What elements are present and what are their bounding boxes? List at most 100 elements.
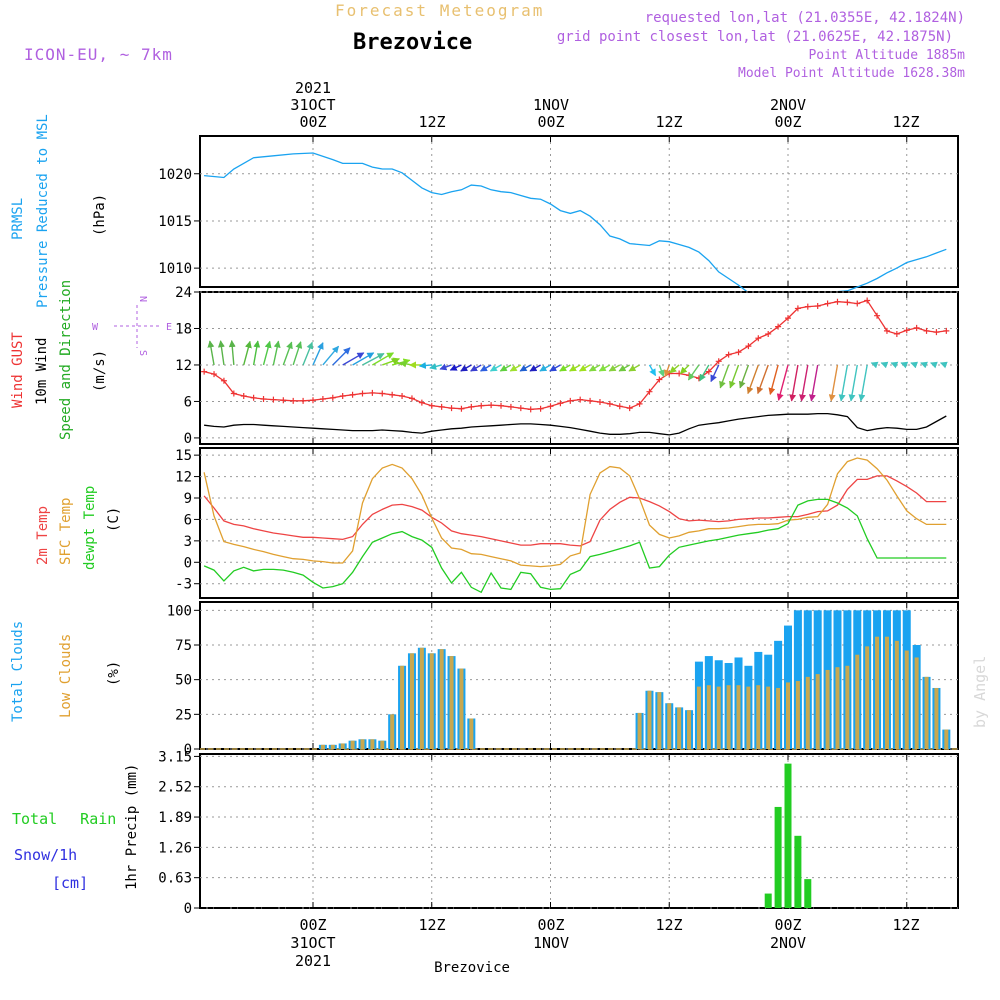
compass-icon: N S W E	[92, 296, 172, 356]
wind-arrow	[618, 364, 631, 372]
wind-arrow	[312, 342, 324, 366]
gust-marker	[230, 390, 237, 397]
top-hour-4: 00Z	[774, 113, 801, 131]
panel1-labels: PRMSL Pressure Reduced to MSL (hPa)	[10, 114, 108, 308]
wind-arrow	[499, 364, 512, 372]
panel-3: -3 0 3 6 9 12 15	[175, 447, 959, 599]
gust-marker	[220, 377, 227, 384]
low-cloud-bar	[756, 685, 761, 749]
wind-arrow	[608, 364, 621, 372]
dewpt-label: dewpt Temp	[82, 486, 98, 570]
pct-unit: (%)	[106, 661, 122, 686]
gust-marker	[488, 402, 495, 409]
wind-arrow	[322, 345, 340, 366]
pressure-label: Pressure Reduced to MSL	[35, 114, 51, 308]
low-cloud-bar	[449, 656, 454, 749]
wind-arrow	[789, 364, 799, 402]
panel-5: 0 0.63 1.26 1.89 2.52 3.15	[158, 749, 959, 917]
gust-marker	[369, 389, 376, 396]
gust-marker	[854, 300, 861, 307]
gust-marker	[379, 390, 386, 397]
gust-label: Wind GUST	[10, 332, 26, 408]
gust-marker	[359, 390, 366, 397]
wind-arrow	[930, 361, 938, 369]
gust-marker	[785, 315, 791, 322]
y-tick-label: 12	[175, 358, 192, 374]
low-cloud-bar	[637, 712, 642, 749]
y-tick-label: 24	[175, 285, 192, 301]
gust-marker	[250, 394, 257, 401]
total-cloud-bar	[793, 610, 802, 749]
low-cloud-bar	[736, 685, 741, 749]
wind-arrow	[243, 340, 252, 366]
gust-marker	[903, 327, 910, 334]
wind-arrow	[262, 340, 272, 366]
low-cloud-bar	[360, 739, 365, 749]
wind-arrow	[729, 364, 740, 389]
low-cloud-bar	[380, 740, 385, 749]
y-tick-label: 1015	[158, 214, 192, 230]
low-clouds-label: Low Clouds	[58, 634, 74, 718]
low-cloud-bar	[726, 685, 731, 749]
wind-arrow	[228, 340, 236, 366]
wind-arrow	[658, 364, 665, 378]
bottom-hour-5: 12Z	[892, 916, 919, 934]
panel3-labels: 2m Temp SFC Temp dewpt Temp (C)	[35, 486, 122, 570]
wind-arrow	[880, 361, 889, 369]
wind-arrow	[648, 364, 657, 377]
y-tick-label: 1.89	[158, 810, 192, 826]
cm-label: [cm]	[52, 874, 88, 892]
y-tick-label: 25	[175, 707, 192, 723]
panel2-labels: Wind GUST 10m Wind Speed and Direction (…	[10, 280, 172, 440]
gust-marker	[339, 392, 346, 399]
wind-arrow	[699, 364, 710, 382]
wind-arrow	[710, 364, 720, 383]
y-tick-label: 2.52	[158, 780, 192, 796]
wind-arrow	[578, 364, 591, 372]
low-cloud-bar	[320, 744, 325, 749]
gust-marker	[478, 402, 485, 409]
panel4-labels: Total Clouds Low Clouds (%)	[10, 621, 122, 722]
low-cloud-bar	[696, 686, 701, 749]
gust-marker	[557, 400, 564, 407]
temp2m-label: 2m Temp	[35, 506, 51, 565]
gust-marker	[923, 327, 930, 334]
y-tick-label: 0	[184, 901, 192, 917]
low-cloud-bar	[805, 676, 810, 749]
panel-2: 0 6 12 18 24	[175, 285, 959, 447]
series-line-3	[203, 498, 947, 594]
gust-marker	[616, 403, 623, 410]
series-line-1	[203, 299, 947, 410]
precip-unit: 1hr Precip (mm)	[124, 764, 140, 890]
low-cloud-bar	[370, 739, 375, 749]
wind-arrow	[479, 364, 492, 372]
product-title: Forecast Meteogram	[335, 1, 544, 20]
low-cloud-bar	[914, 657, 919, 749]
gust-marker	[310, 397, 316, 404]
top-year: 2021	[295, 79, 331, 97]
precip-bar	[804, 879, 812, 908]
y-tick-label: 1010	[158, 261, 192, 277]
y-tick-label: 15	[175, 448, 192, 464]
wind-label: 10m Wind	[34, 338, 50, 405]
sfc-label: SFC Temp	[58, 498, 74, 565]
low-cloud-bar	[746, 686, 751, 749]
low-cloud-bar	[855, 654, 860, 749]
low-cloud-bar	[706, 685, 711, 749]
panels: 10101015102006121824-3036912150255075100…	[158, 135, 959, 917]
wind-arrow	[342, 352, 365, 366]
gust-marker	[587, 397, 594, 404]
wind-arrow	[838, 364, 849, 402]
low-cloud-bar	[865, 646, 870, 749]
low-cloud-bar	[934, 687, 939, 749]
bottom-hour-1: 12Z	[418, 916, 445, 934]
bottom-hour-2: 00Z	[537, 916, 564, 934]
wind-arrow	[302, 341, 314, 366]
wind-arrow	[870, 361, 879, 369]
gust-marker	[418, 399, 425, 406]
gust-marker	[765, 330, 772, 337]
y-tick-label: 0.63	[158, 871, 192, 887]
gust-marker	[596, 399, 603, 406]
y-tick-label: 3.15	[158, 749, 192, 765]
